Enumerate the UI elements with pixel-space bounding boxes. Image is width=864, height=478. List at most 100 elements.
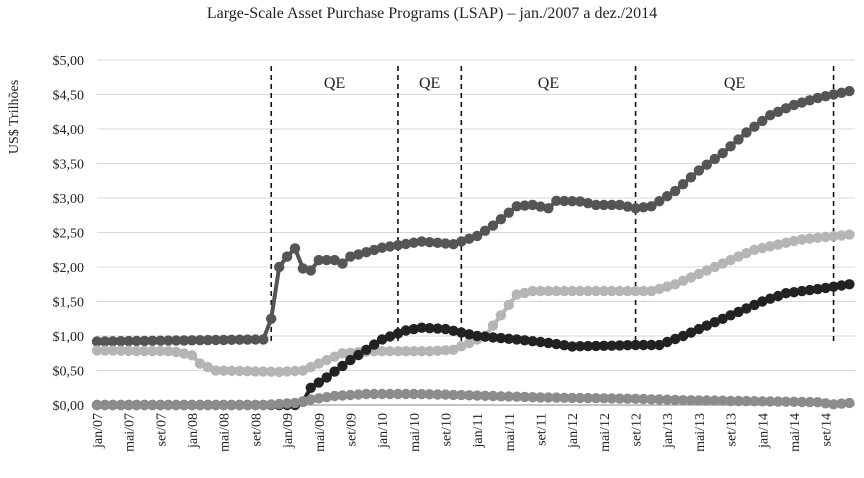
data-point (527, 336, 538, 347)
data-point (376, 334, 388, 345)
data-point (139, 335, 150, 347)
data-point (804, 95, 815, 106)
y-tick-label: $1,50 (53, 296, 85, 311)
chart-title: Large-Scale Asset Purchase Programs (LSA… (207, 5, 657, 22)
y-tick-label: $4,00 (53, 123, 85, 138)
data-point (646, 339, 657, 351)
data-point (535, 336, 546, 348)
data-point (598, 285, 610, 297)
data-point (234, 334, 245, 345)
data-point (226, 399, 237, 411)
data-point (464, 233, 475, 244)
data-point (559, 195, 570, 207)
data-point (115, 336, 127, 347)
data-point (115, 399, 127, 411)
x-tick-label: jan/13 (661, 413, 676, 449)
data-point (844, 85, 855, 97)
data-point (131, 399, 142, 411)
data-point (662, 394, 673, 405)
data-point (519, 335, 530, 346)
data-point (670, 185, 681, 197)
qe-period-label: QE (724, 75, 745, 92)
x-tick-label: jan/11 (471, 413, 486, 448)
data-point (828, 231, 839, 242)
x-tick-label: mai/10 (408, 413, 423, 452)
data-point (725, 254, 736, 266)
data-point (685, 272, 697, 283)
data-point (574, 285, 586, 297)
data-point (820, 282, 831, 294)
data-point (345, 347, 356, 358)
data-point (590, 393, 602, 404)
x-tick-label: jan/08 (186, 413, 201, 449)
data-point (844, 397, 855, 409)
data-point (590, 340, 602, 352)
data-point (495, 332, 507, 344)
data-point (677, 179, 689, 190)
y-tick-label: $2,00 (53, 261, 85, 276)
data-point (416, 388, 427, 400)
data-point (329, 254, 340, 266)
y-tick-label: $3,50 (53, 158, 85, 173)
x-tick-label: set/14 (820, 413, 835, 446)
data-point (606, 393, 617, 404)
data-point (780, 237, 792, 248)
data-point (289, 397, 301, 409)
data-point (155, 399, 166, 411)
data-point (551, 285, 562, 297)
data-point (574, 341, 586, 352)
data-point (258, 334, 269, 345)
data-point (472, 390, 483, 401)
data-point (503, 391, 514, 402)
data-point (788, 99, 800, 111)
data-point (424, 389, 435, 400)
data-point (313, 254, 324, 266)
data-point (305, 394, 316, 405)
data-point (717, 148, 728, 159)
data-point (305, 382, 316, 393)
data-point (258, 366, 269, 377)
data-point (408, 388, 419, 400)
data-point (654, 196, 665, 207)
data-point (733, 306, 744, 318)
data-point (772, 396, 784, 407)
data-point (670, 279, 681, 290)
data-point (574, 196, 586, 207)
data-point (765, 396, 776, 407)
data-point (527, 392, 538, 403)
data-point (622, 393, 633, 404)
data-point (408, 323, 419, 335)
data-point (242, 399, 253, 411)
data-point (226, 334, 237, 345)
y-tick-label: $0,00 (53, 399, 85, 414)
y-tick-label: $4,50 (53, 89, 85, 104)
data-point (630, 393, 641, 404)
data-point (582, 392, 594, 404)
data-point (567, 392, 578, 404)
data-point (812, 283, 823, 295)
data-point (527, 199, 538, 211)
data-point (559, 340, 570, 351)
data-point (630, 339, 641, 351)
data-point (337, 360, 348, 372)
data-point (107, 399, 119, 411)
data-point (155, 335, 166, 346)
data-point (416, 236, 427, 247)
data-point (297, 396, 309, 407)
data-point (685, 395, 697, 406)
data-point (567, 285, 578, 297)
data-point (701, 265, 712, 276)
data-point (574, 392, 586, 404)
x-tick-label: mai/11 (503, 413, 518, 451)
data-point (733, 251, 744, 262)
data-point (369, 388, 380, 400)
data-point (424, 237, 435, 248)
x-tick-label: jan/09 (281, 413, 296, 449)
x-tick-label: set/13 (725, 413, 740, 446)
data-point (701, 320, 712, 331)
data-point (194, 399, 206, 411)
data-point (400, 325, 412, 336)
data-point (551, 392, 562, 403)
data-point (250, 399, 261, 411)
